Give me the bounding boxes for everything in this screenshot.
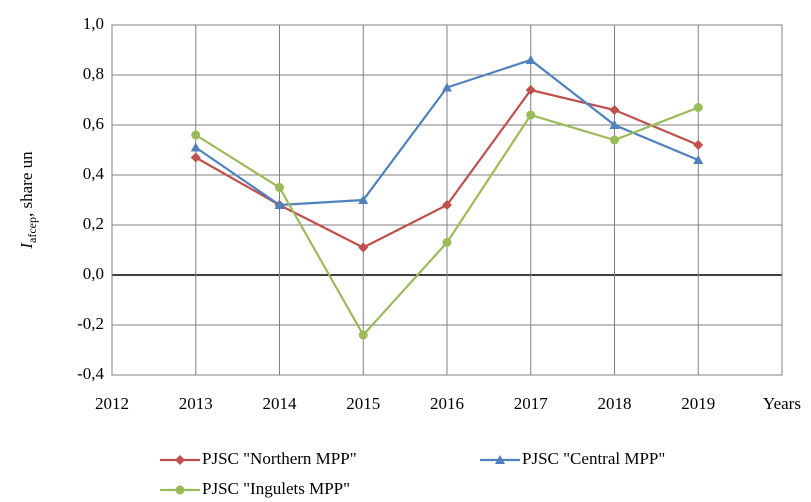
data-point: [609, 120, 620, 129]
y-label-subscript: afcep: [25, 217, 39, 243]
data-point: [693, 103, 703, 112]
y-tick-label: 0,0: [83, 264, 104, 283]
y-tick-label: 0,8: [83, 64, 104, 83]
legend-label: PJSC "Ingulets MPP": [202, 479, 350, 498]
data-point: [274, 200, 285, 209]
data-point: [442, 82, 452, 92]
y-label-text: , share un: [17, 151, 36, 217]
data-point: [190, 142, 201, 152]
x-tick-label: 2015: [346, 394, 380, 413]
y-tick-label: 0,4: [83, 164, 105, 183]
data-point: [693, 140, 704, 150]
data-point: [609, 105, 620, 115]
data-point: [442, 238, 452, 247]
data-point: [610, 135, 619, 145]
x-tick-label: 2017: [514, 394, 549, 413]
data-point: [526, 110, 536, 120]
data-point: [191, 130, 201, 140]
data-point: [190, 152, 201, 163]
x-axis-label: Years: [763, 394, 801, 413]
y-axis-label: Iafcep, share un: [17, 151, 39, 250]
data-point: [693, 155, 704, 164]
legend-marker: [495, 455, 505, 464]
data-point: [442, 200, 452, 210]
data-point: [525, 85, 536, 95]
legend-marker: [175, 455, 185, 465]
y-label-symbol: I: [17, 242, 36, 250]
legend-label: PJSC "Central MPP": [522, 449, 665, 468]
y-tick-label: 0,6: [83, 114, 104, 133]
x-tick-label: 2018: [598, 394, 632, 413]
legend-marker: [175, 485, 185, 495]
legend-label: PJSC "Northern MPP": [202, 449, 357, 468]
y-tick-label: 0,2: [83, 214, 104, 233]
y-tick-label: 1,0: [83, 14, 104, 33]
x-tick-label: 2014: [263, 394, 298, 413]
x-tick-label: 2013: [179, 394, 213, 413]
y-tick-label: -0,2: [77, 314, 104, 333]
data-point: [358, 330, 368, 340]
x-tick-label: 2019: [681, 394, 715, 413]
y-tick-label: -0,4: [77, 364, 104, 383]
plot-border: [111, 24, 783, 376]
data-point: [358, 242, 369, 253]
x-tick-label: 2016: [430, 394, 464, 413]
data-point: [275, 183, 284, 192]
x-tick-label: 2012: [95, 394, 129, 413]
data-point: [358, 195, 369, 204]
data-point: [525, 55, 536, 64]
